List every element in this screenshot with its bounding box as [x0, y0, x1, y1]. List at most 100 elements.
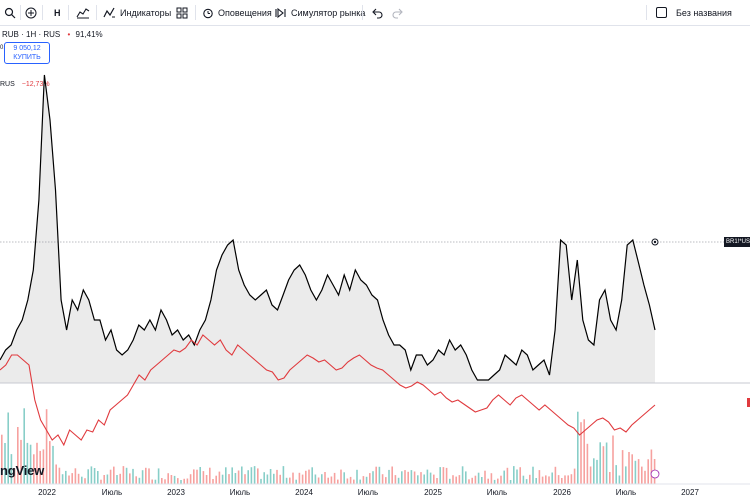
volume-bar	[244, 474, 246, 484]
volume-bar	[542, 477, 544, 484]
volume-bar	[164, 479, 166, 484]
volume-bar	[295, 480, 297, 484]
volume-bar	[647, 459, 649, 484]
volume-bar	[385, 477, 387, 484]
volume-bar	[260, 479, 262, 484]
volume-bar	[651, 450, 653, 485]
volume-bar	[513, 466, 515, 484]
volume-bar	[359, 480, 361, 484]
volume-bar	[292, 473, 294, 484]
undo-button[interactable]	[371, 0, 383, 25]
volume-bar	[612, 436, 614, 485]
volume-bar	[318, 478, 320, 485]
volume-bar	[548, 476, 550, 484]
volume-bar	[449, 479, 451, 484]
volume-bar	[263, 472, 265, 484]
volume-bar	[254, 466, 256, 484]
volume-bar	[462, 466, 464, 484]
volume-bar	[491, 473, 493, 484]
volume-bar	[129, 473, 131, 484]
volume-bar	[625, 466, 627, 484]
volume-bar	[206, 475, 208, 484]
volume-bar	[500, 476, 502, 484]
volume-bar	[366, 477, 368, 484]
volume-bar	[471, 478, 473, 484]
volume-bar	[459, 475, 461, 484]
time-axis-tick: 2025	[424, 488, 442, 497]
tradingview-logo: ngView	[0, 463, 44, 478]
volume-bar	[132, 469, 134, 484]
volume-bar	[84, 478, 86, 484]
alerts-label: Оповещения	[218, 8, 272, 18]
volume-bar	[529, 475, 531, 484]
time-axis-tick: 2027	[681, 488, 699, 497]
redo-button[interactable]	[392, 0, 404, 25]
divider	[68, 5, 69, 20]
volume-bar	[526, 479, 528, 484]
volume-bar	[155, 480, 157, 484]
plus-circle-icon	[25, 7, 37, 19]
volume-bar	[270, 469, 272, 484]
time-axis-tick: Июль	[102, 488, 122, 497]
volume-bar	[564, 475, 566, 484]
volume-bar	[439, 467, 441, 484]
chart-type-button[interactable]	[76, 0, 90, 25]
volume-bar	[414, 472, 416, 485]
volume-bar	[587, 444, 589, 484]
volume-bar	[193, 469, 195, 484]
volume-bar	[468, 479, 470, 484]
volume-bar	[567, 475, 569, 484]
volume-bar	[481, 477, 483, 484]
volume-bar	[398, 478, 400, 484]
volume-bar	[343, 472, 345, 484]
symbol-search-button[interactable]	[4, 0, 16, 25]
volume-bar	[603, 446, 605, 484]
volume-bar	[334, 473, 336, 484]
volume-bar	[167, 473, 169, 484]
divider	[96, 5, 97, 20]
volume-bar	[407, 472, 409, 484]
volume-bar	[267, 475, 269, 485]
volume-bar	[103, 475, 105, 484]
layout-name: Без названия	[676, 8, 732, 18]
main-series-area	[0, 75, 655, 383]
interval-button[interactable]: H	[54, 0, 61, 25]
time-axis: 2022 Июль 2023 Июль 2024 Июль 2025 Июль 2026 Июль…	[38, 488, 699, 497]
volume-bar	[148, 468, 150, 484]
layout-button[interactable]: Без названия	[656, 0, 732, 25]
alerts-button[interactable]: Оповещения	[202, 0, 272, 25]
volume-bar	[238, 471, 240, 485]
compare-button[interactable]	[25, 0, 37, 25]
volume-bar	[622, 450, 624, 484]
volume-bar	[615, 465, 617, 484]
volume-bar	[151, 480, 153, 485]
volume-bar	[75, 468, 77, 484]
volume-bar	[644, 471, 646, 484]
volume-bar	[420, 472, 422, 484]
volume-bar	[228, 474, 230, 484]
volume-bar	[78, 474, 80, 484]
volume-bar	[337, 480, 339, 484]
volume-bar	[609, 472, 611, 484]
volume-bar	[446, 468, 448, 484]
volume-bar	[219, 472, 221, 484]
volume-bar	[347, 479, 349, 485]
volume-bar	[638, 459, 640, 484]
templates-button[interactable]	[176, 0, 188, 25]
volume-bar	[231, 467, 233, 484]
volume-bar	[484, 471, 486, 484]
indicators-button[interactable]: Индикаторы	[103, 0, 171, 25]
indicators-icon	[103, 7, 116, 19]
price-chart[interactable]: 2022 Июль 2023 Июль 2024 Июль 2025 Июль 2026 Июль…	[0, 26, 750, 500]
volume-bar	[497, 479, 499, 484]
volume-bar	[71, 473, 73, 484]
volume-bar	[116, 475, 118, 484]
volume-bar	[68, 476, 70, 485]
volume-bar	[91, 466, 93, 484]
volume-bar	[49, 441, 51, 484]
volume-bar	[187, 479, 189, 485]
volume-bar	[52, 446, 54, 484]
replay-label: Симулятор рынка	[291, 8, 365, 18]
replay-button[interactable]: Симулятор рынка	[275, 0, 365, 25]
volume-bar	[596, 460, 598, 484]
